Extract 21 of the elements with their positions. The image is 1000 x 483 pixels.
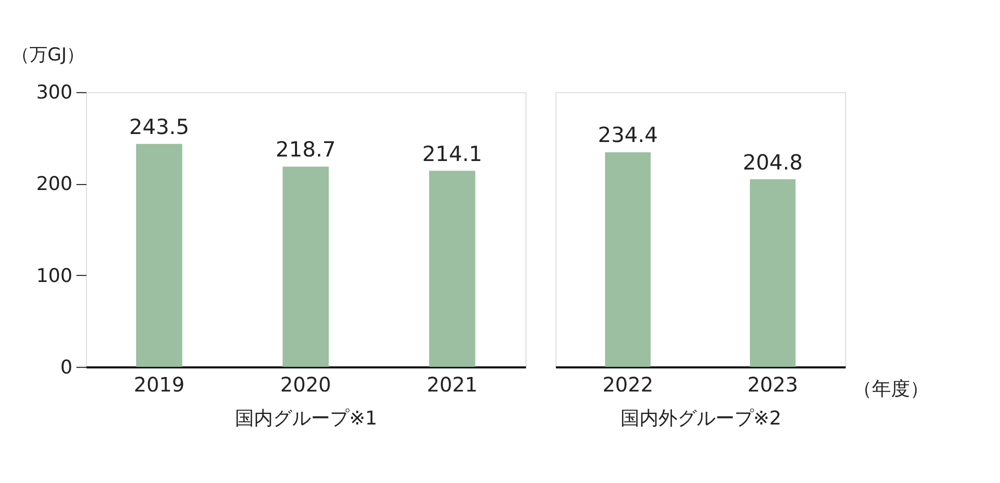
x-tick-label: 2022 xyxy=(602,372,654,396)
data-label: 204.8 xyxy=(742,150,803,174)
y-tick-label: 100 xyxy=(36,264,72,287)
bar xyxy=(282,166,329,367)
x-tick-label: 2019 xyxy=(134,372,185,396)
data-label: 234.4 xyxy=(598,123,658,148)
x-tick-label: 2023 xyxy=(747,372,798,396)
bar xyxy=(429,170,476,367)
y-tick-label: 200 xyxy=(36,173,72,196)
text: （年度） xyxy=(853,378,930,400)
y-tick-label: 300 xyxy=(36,82,72,104)
x-tick-label: 2020 xyxy=(280,372,332,396)
data-label: 218.7 xyxy=(276,138,336,162)
y-tick-label: 0 xyxy=(60,356,72,378)
x-axis-title: 国内外グループ※2 xyxy=(620,407,782,430)
y-axis-title: （万GJ） xyxy=(11,44,85,66)
bar xyxy=(136,144,182,367)
x-axis-title: 国内グループ※1 xyxy=(235,407,378,430)
data-label: 243.5 xyxy=(129,114,190,139)
x-tick-label: 2021 xyxy=(426,372,478,396)
data-label: 214.1 xyxy=(422,142,482,166)
